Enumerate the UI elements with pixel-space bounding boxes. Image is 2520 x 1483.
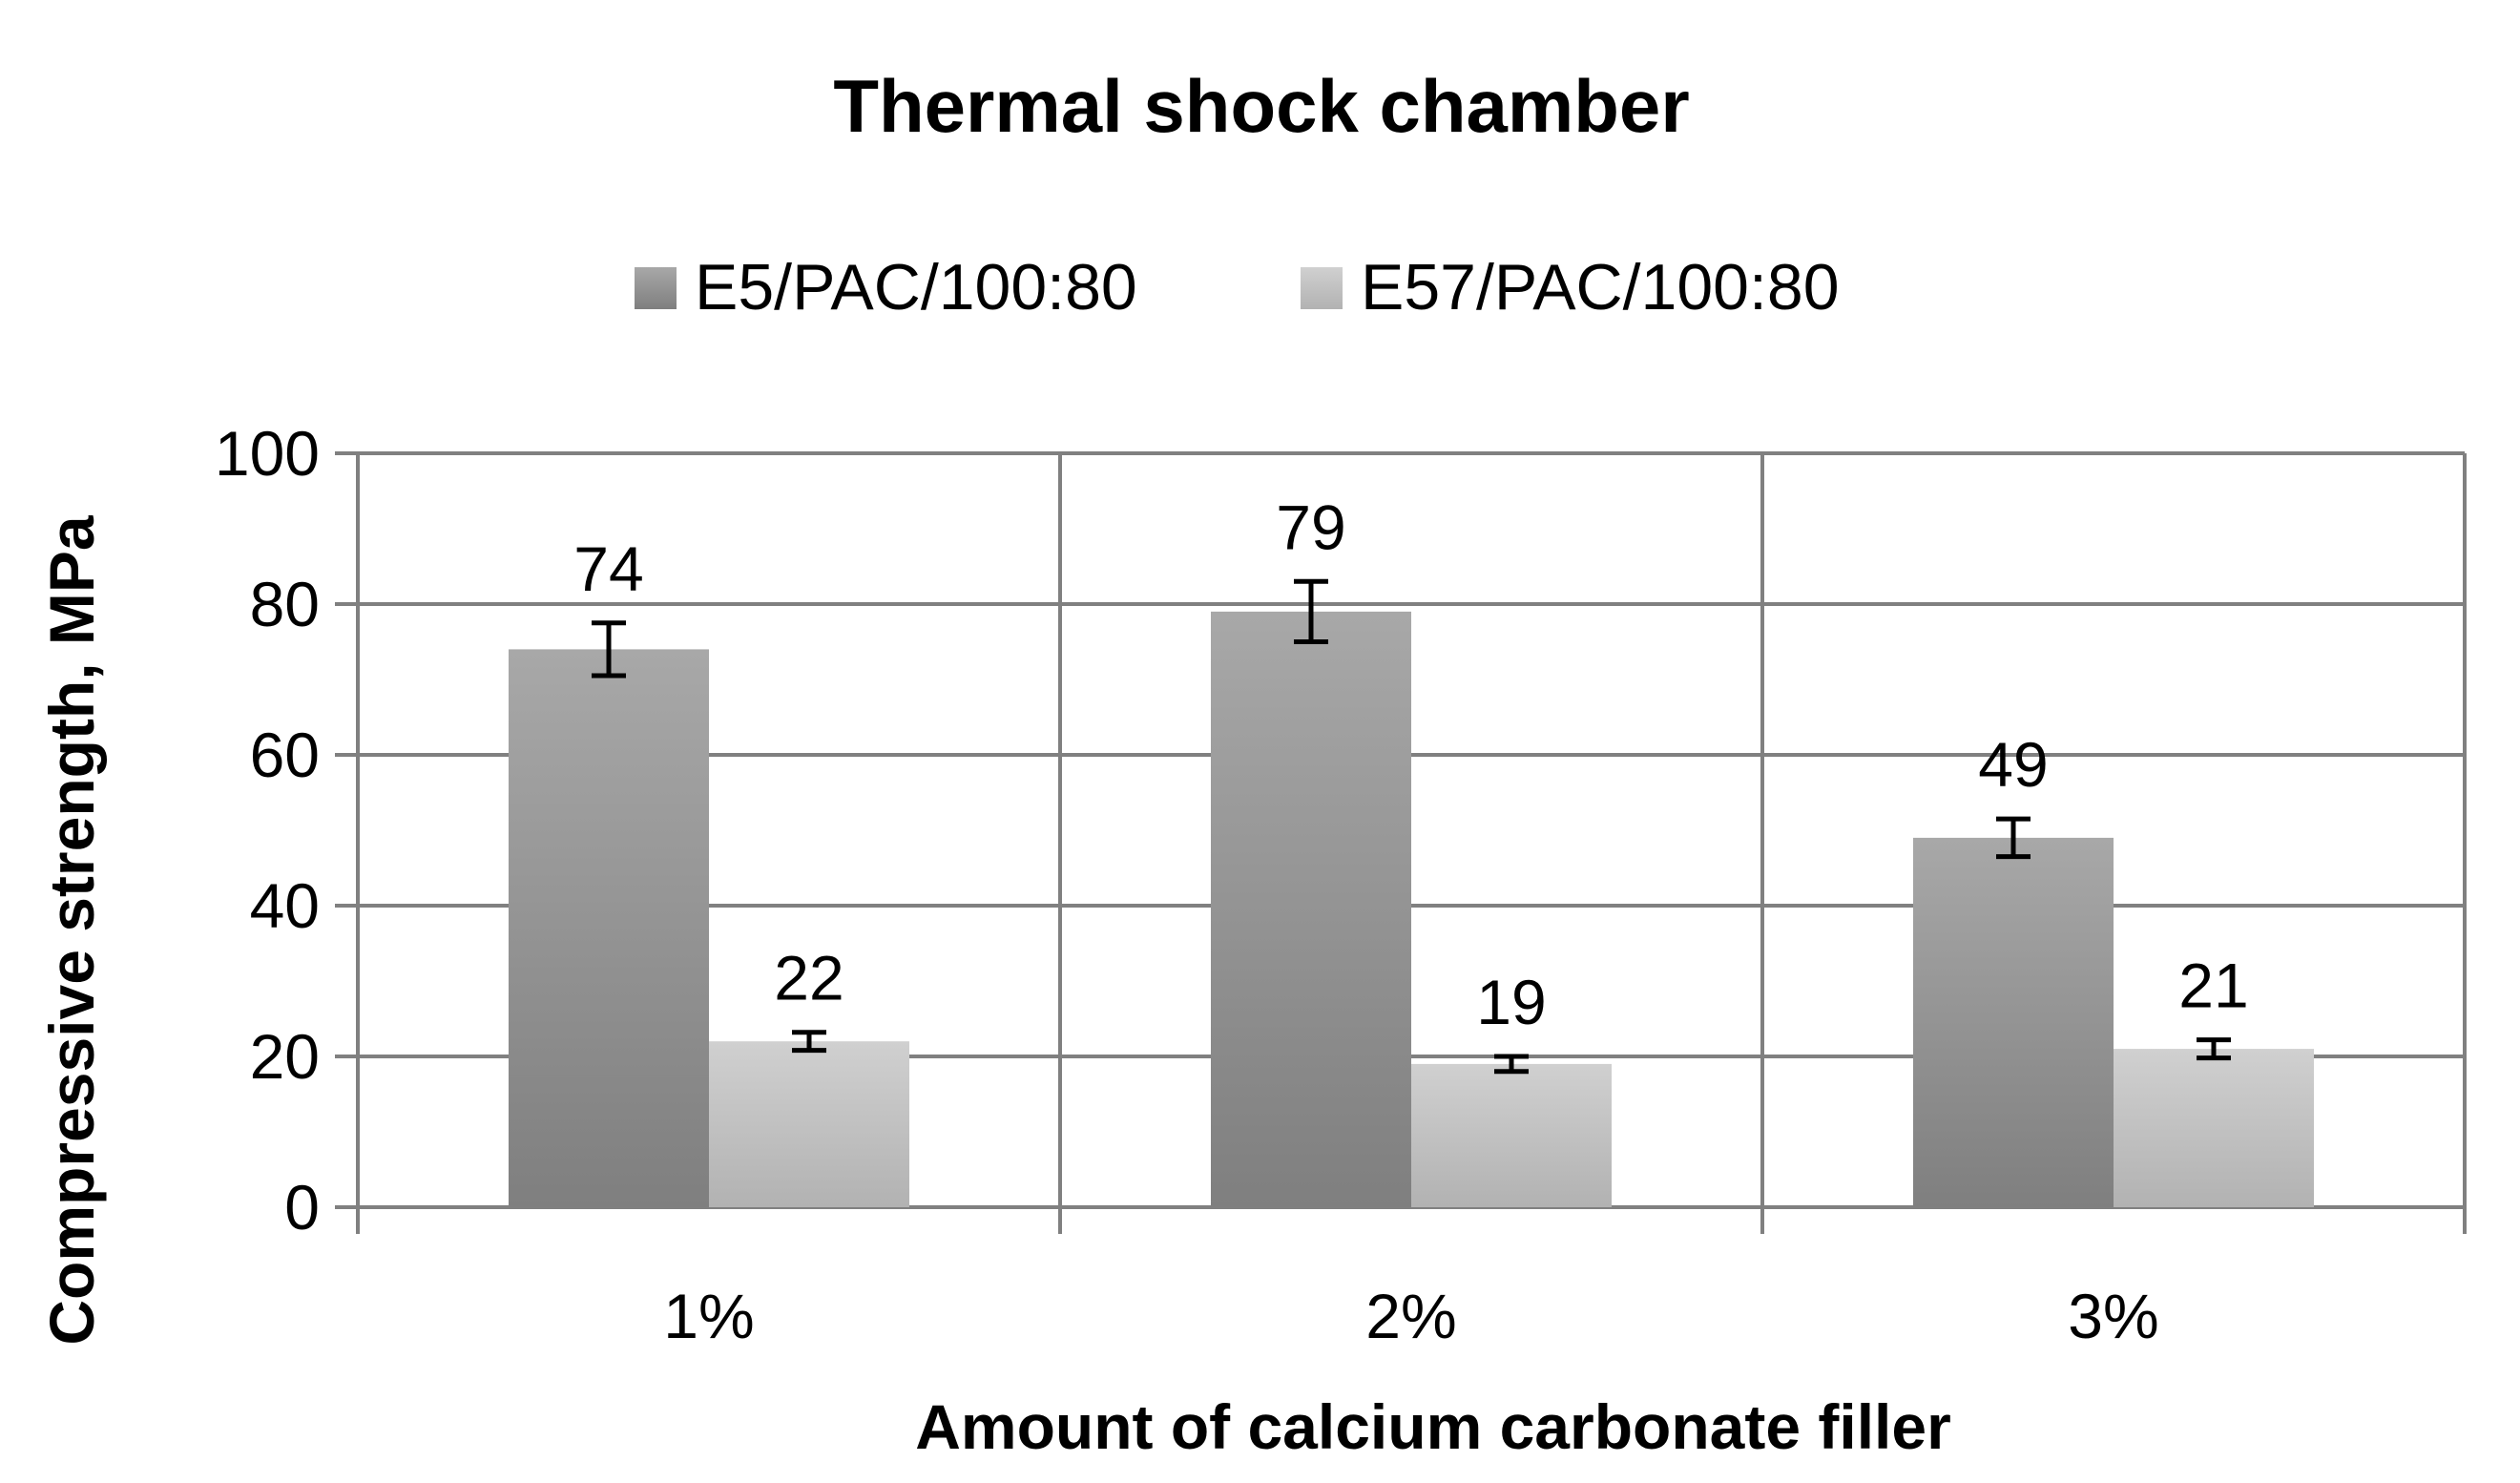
data-label-e57-2: 19 xyxy=(1476,967,1546,1037)
bar-e5-2 xyxy=(1211,611,1411,1207)
error-bars xyxy=(592,578,2231,1075)
plot-frame xyxy=(356,453,2467,1234)
y-tick-label: 0 xyxy=(284,1172,320,1243)
data-label-e57-1: 22 xyxy=(774,943,843,1013)
data-labels: 74 22 79 19 49 21 xyxy=(573,491,2248,1037)
x-tick-label: 2% xyxy=(1365,1281,1456,1351)
bar-e57-3 xyxy=(2114,1049,2314,1207)
y-tick-label: 20 xyxy=(250,1021,320,1092)
legend-label-e5: E5/PAC/100:80 xyxy=(695,251,1137,324)
bar-e57-1 xyxy=(709,1041,909,1207)
y-axis-title: Compressive strength, MPa xyxy=(36,514,107,1346)
data-label-e57-3: 21 xyxy=(2178,950,2248,1021)
y-tick-label: 80 xyxy=(250,569,320,639)
bar-e5-3 xyxy=(1913,837,2114,1207)
x-tick-label: 3% xyxy=(2068,1281,2158,1351)
y-axis-ticks: 0 20 40 60 80 100 xyxy=(215,418,358,1243)
x-tick-label: 1% xyxy=(663,1281,754,1351)
legend-swatch-e57 xyxy=(1301,267,1343,309)
y-tick-label: 40 xyxy=(250,870,320,941)
chart-title: Thermal shock chamber xyxy=(833,64,1689,148)
x-axis-ticks: 1% 2% 3% xyxy=(663,1281,2158,1351)
legend-label-e57: E57/PAC/100:80 xyxy=(1361,251,1840,324)
bars xyxy=(509,611,2314,1207)
x-axis-title: Amount of calcium carbonate filler xyxy=(915,1391,1951,1462)
legend-swatch-e5 xyxy=(635,267,677,309)
data-label-e5-1: 74 xyxy=(573,533,643,604)
y-tick-label: 100 xyxy=(215,418,320,489)
y-tick-label: 60 xyxy=(250,720,320,790)
legend: E5/PAC/100:80 E57/PAC/100:80 xyxy=(635,251,1840,324)
data-label-e5-3: 49 xyxy=(1978,729,2048,800)
data-label-e5-2: 79 xyxy=(1276,491,1345,562)
bar-e5-1 xyxy=(509,649,709,1207)
bar-e57-2 xyxy=(1411,1063,1612,1207)
